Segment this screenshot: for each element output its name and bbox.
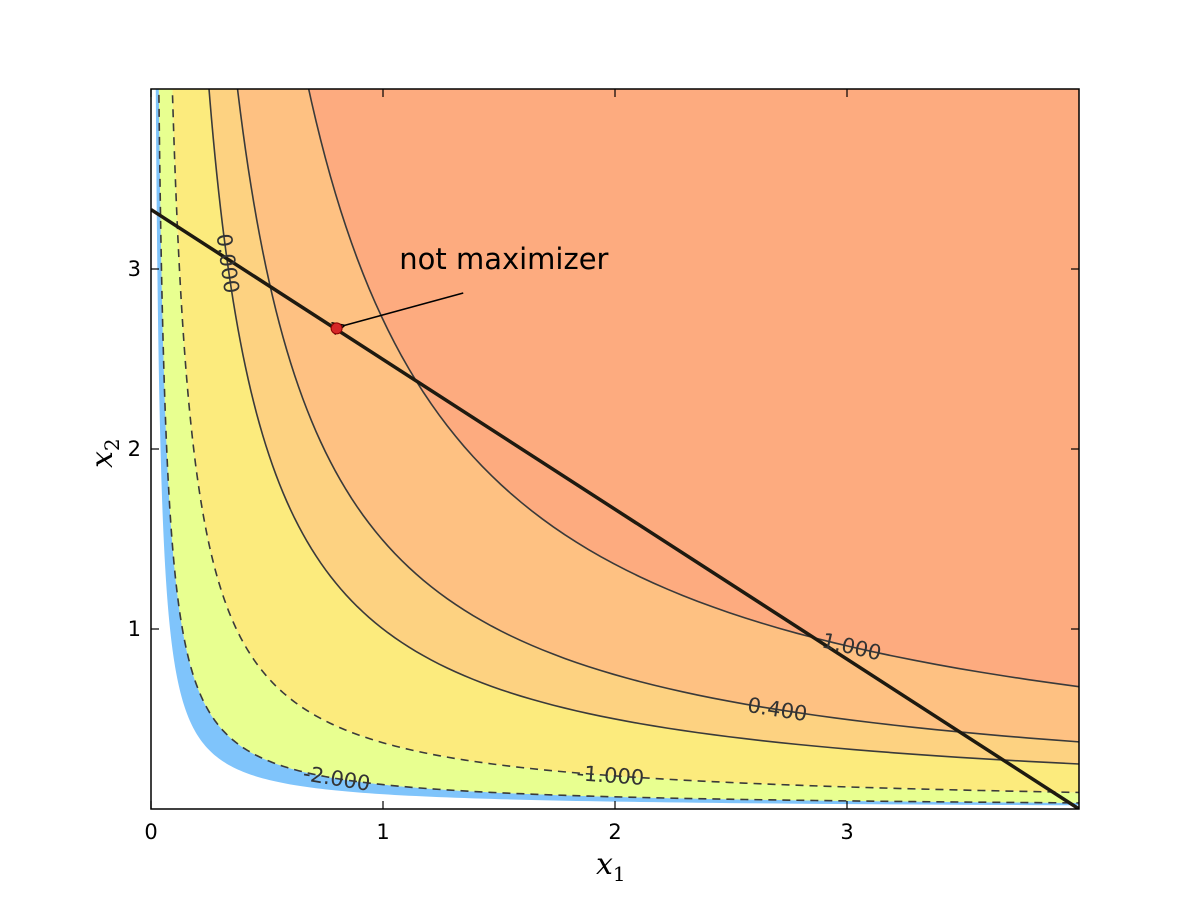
x-axis-label: x1 xyxy=(596,847,626,886)
y-tick-label: 1 xyxy=(128,617,141,641)
contour-line-0.400 xyxy=(236,89,1079,743)
y-axis-label: x2 xyxy=(85,438,124,468)
contour-band-3 xyxy=(209,89,1079,764)
contour-line-1.000 xyxy=(307,89,1079,688)
x-tick-label: 2 xyxy=(608,820,621,844)
y-tick-label: 3 xyxy=(128,257,141,281)
x-tick-label: 1 xyxy=(376,820,389,844)
annotation-group: not maximizer xyxy=(330,242,609,335)
x-tick-label: 0 xyxy=(144,820,157,844)
contour-band-1 xyxy=(158,89,1079,803)
constraint-line xyxy=(151,208,1079,809)
contour-label: -1.000 xyxy=(576,761,645,790)
point-marker xyxy=(330,322,343,335)
contour-line-0.000 xyxy=(208,89,1079,765)
plot-area xyxy=(151,89,1079,809)
contour-lines xyxy=(158,89,1079,804)
constraint-line-group xyxy=(151,208,1079,809)
axis-ticks: 0 1 2 3 1 2 3 xyxy=(128,89,1079,844)
contour-fills xyxy=(155,89,1079,806)
contour-label-group: -1.000 xyxy=(576,761,645,790)
contour-band-4 xyxy=(237,89,1079,742)
annotation-text: not maximizer xyxy=(399,242,608,276)
contour-band-5 xyxy=(308,89,1079,687)
annotation-arrow xyxy=(345,292,464,325)
contour-line--1.000 xyxy=(171,89,1079,794)
y-tick-label: 2 xyxy=(128,437,141,461)
x-tick-label: 3 xyxy=(840,820,853,844)
